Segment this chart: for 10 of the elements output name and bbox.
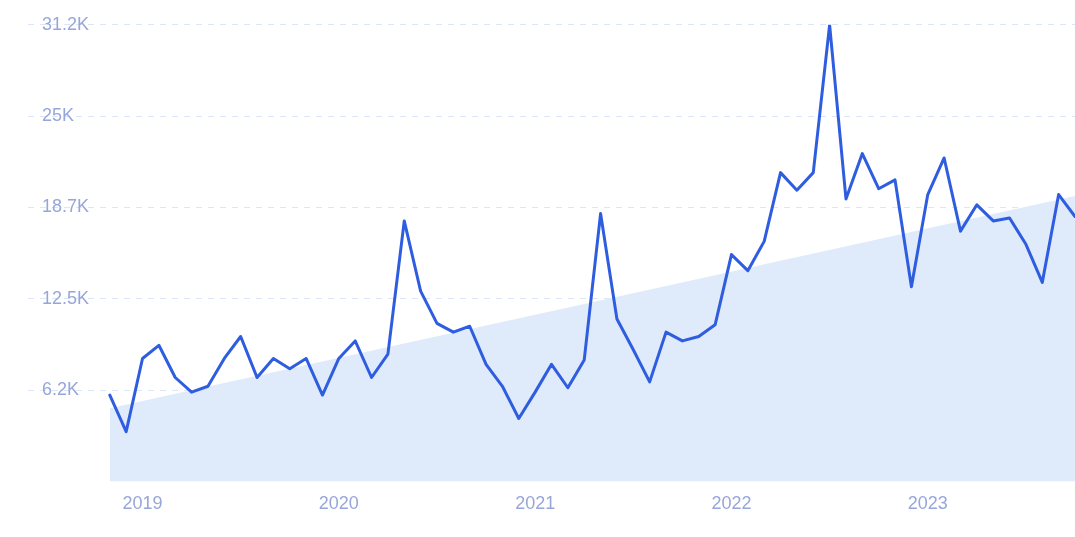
x-tick-label: 2022 (711, 493, 752, 514)
y-tick-label: 12.5K (42, 287, 90, 308)
y-tick-label: 25K (42, 105, 75, 126)
y-tick-label: 6.2K (42, 379, 80, 400)
y-tick-label: 31.2K (42, 13, 90, 34)
x-tick-label: 2019 (122, 493, 163, 514)
x-tick-label: 2021 (515, 493, 556, 514)
x-tick-label: 2020 (318, 493, 359, 514)
x-tick-label: 2023 (907, 493, 948, 514)
y-tick-label: 18.7K (42, 196, 90, 217)
